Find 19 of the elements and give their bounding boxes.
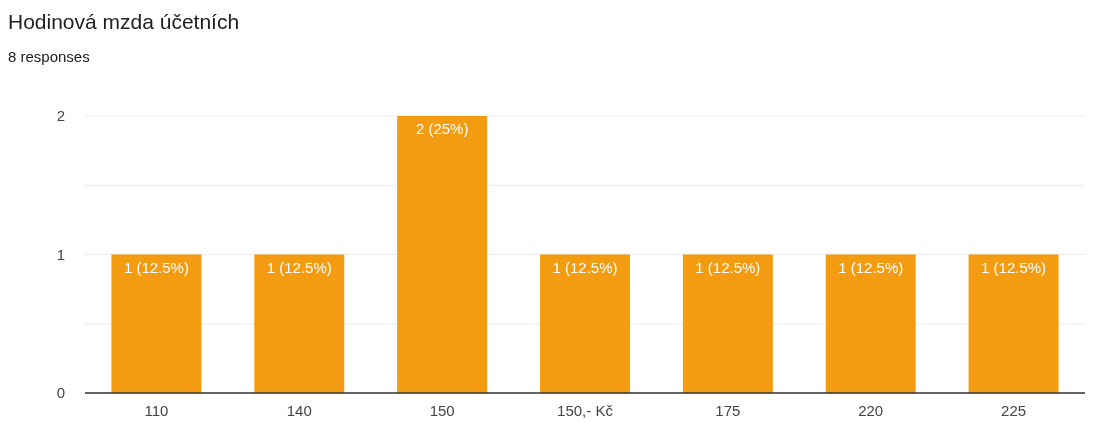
data-label: 1 (12.5%) bbox=[266, 258, 332, 276]
y-tick-label: 1 bbox=[56, 245, 65, 263]
data-label: 1 (12.5%) bbox=[695, 258, 761, 276]
x-tick-label: 110 bbox=[144, 402, 169, 419]
data-label: 1 (12.5%) bbox=[552, 258, 618, 276]
x-tick-label: 140 bbox=[286, 402, 312, 419]
x-tick-label: 175 bbox=[715, 402, 741, 419]
data-label: 2 (25%) bbox=[415, 120, 469, 137]
y-tick-label: 0 bbox=[56, 384, 65, 401]
x-tick-label: 225 bbox=[1001, 402, 1027, 419]
chart-title: Hodinová mzda účetních bbox=[8, 10, 240, 33]
x-tick-label: 150,- Kč bbox=[557, 402, 614, 419]
data-label: 1 (12.5%) bbox=[838, 258, 904, 276]
chart-subtitle: 8 responses bbox=[8, 48, 90, 65]
x-tick-label: 220 bbox=[858, 402, 884, 419]
y-tick-label: 2 bbox=[56, 107, 65, 124]
data-label: 1 (12.5%) bbox=[981, 258, 1047, 276]
x-tick-label: 150 bbox=[429, 402, 455, 419]
data-label: 1 (12.5%) bbox=[123, 258, 189, 276]
